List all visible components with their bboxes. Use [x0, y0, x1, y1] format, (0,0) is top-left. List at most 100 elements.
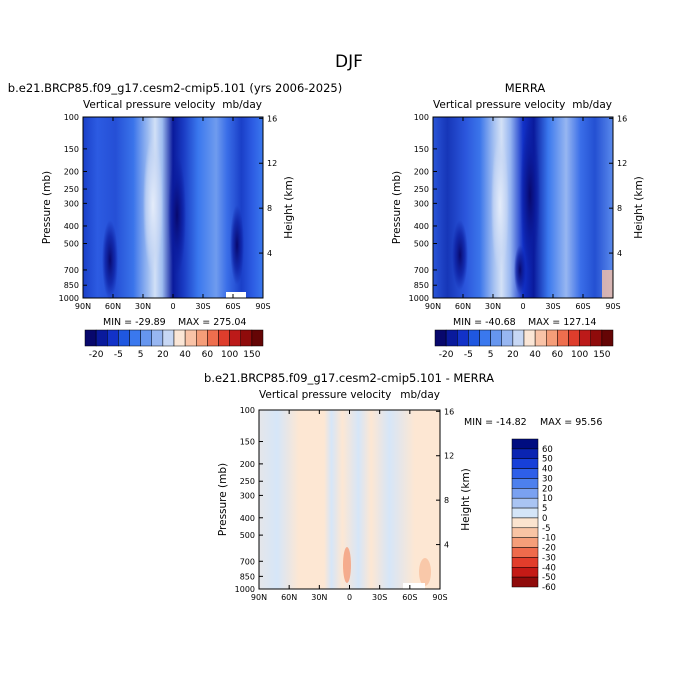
- colorbar-label: 50: [542, 455, 553, 465]
- y-right-tick-label: 4: [617, 249, 622, 258]
- min-text: MIN = -14.82: [464, 417, 527, 428]
- y-tick-label: 150: [414, 145, 429, 154]
- colorbar-box: [511, 438, 539, 450]
- colorbar-box: [511, 537, 539, 548]
- colorbar-box: [107, 329, 119, 347]
- max-text: MAX = 127.14: [528, 317, 596, 328]
- y-tick-label: 150: [64, 145, 79, 154]
- x-tick-label: 60S: [225, 302, 240, 311]
- colorbar-box: [445, 329, 458, 347]
- colorbar-label: 5: [138, 350, 144, 360]
- y-tick-label: 300: [240, 491, 255, 500]
- y-tick-label: 500: [240, 531, 255, 540]
- y-tick-label: 150: [240, 438, 255, 447]
- y-right-tick-label: 8: [617, 204, 622, 213]
- y-tick-label: 1000: [409, 294, 429, 303]
- panel-axes: 90N 60N 30N 0 30S 60S 90S 100 150 200 250 300 400 500…: [41, 113, 295, 311]
- colorbar-box: [129, 329, 141, 347]
- colorbar-box: [501, 329, 514, 347]
- colorbar-box: [511, 507, 539, 519]
- colorbar-box: [184, 329, 197, 347]
- colorbar-label: 5: [542, 504, 547, 514]
- y-right-axis-label: Height (km): [283, 176, 295, 239]
- colorbar-label: 10: [542, 494, 553, 504]
- y-tick-label: 100: [414, 113, 429, 122]
- colorbar-box: [590, 329, 603, 347]
- colorbar-box: [511, 576, 539, 588]
- y-tick-label: 500: [64, 240, 79, 249]
- y-tick-label: 100: [64, 113, 79, 122]
- colorbar-label: 100: [571, 350, 588, 360]
- colorbar-label: 60: [542, 445, 553, 455]
- colorbar-box: [601, 329, 614, 347]
- colorbar-box: [173, 329, 186, 347]
- y-tick-label: 100: [240, 406, 255, 415]
- colorbar-label: -5: [542, 524, 550, 534]
- panel-units: mb/day: [572, 99, 612, 111]
- x-tick-label: 60N: [281, 593, 297, 602]
- x-tick-label: 60S: [402, 593, 417, 602]
- colorbar-label: -20: [89, 350, 104, 360]
- y-right-tick-label: 16: [267, 114, 277, 123]
- y-tick-label: 250: [414, 185, 429, 194]
- y-tick-label: 300: [64, 199, 79, 208]
- heatmap-field: [83, 117, 263, 300]
- colorbar-box: [207, 329, 219, 347]
- colorbar-box: [557, 329, 569, 347]
- colorbar: -20 -5 5 20 40 60 100 150: [434, 329, 614, 360]
- colorbar-box: [511, 497, 539, 509]
- y-right-tick-label: 12: [617, 159, 627, 168]
- colorbar-label: -40: [542, 563, 556, 573]
- x-tick-label: 90S: [605, 302, 620, 311]
- y-right-tick-label: 12: [267, 159, 277, 168]
- colorbar-label: -5: [114, 350, 123, 360]
- y-tick-label: 400: [240, 514, 255, 523]
- x-tick-label: 30N: [485, 302, 501, 311]
- colorbar-label: 60: [202, 350, 214, 360]
- y-right-tick-label: 8: [267, 204, 272, 213]
- colorbar-box: [512, 329, 525, 347]
- max-text: MAX = 275.04: [178, 317, 246, 328]
- colorbar-label: -60: [542, 583, 556, 593]
- y-axis-label: Pressure (mb): [391, 171, 403, 244]
- y-right-tick-label: 4: [267, 249, 272, 258]
- colorbar-box: [468, 329, 480, 347]
- y-tick-label: 250: [240, 477, 255, 486]
- colorbar-label: -50: [542, 573, 556, 583]
- min-text: MIN = -29.89: [103, 317, 166, 328]
- colorbar-label: 100: [221, 350, 238, 360]
- x-tick-label: 60N: [455, 302, 471, 311]
- colorbar-label: -30: [542, 553, 556, 563]
- colorbar-box: [511, 517, 539, 529]
- y-tick-label: 1000: [235, 585, 255, 594]
- y-tick-label: 400: [414, 222, 429, 231]
- y-tick-label: 850: [414, 281, 429, 290]
- colorbar-box: [511, 468, 539, 479]
- y-tick-label: 700: [414, 266, 429, 275]
- y-axis-label: Pressure (mb): [217, 463, 229, 536]
- max-text: MAX = 95.56: [540, 417, 602, 428]
- colorbar-box: [579, 329, 591, 347]
- heatmap-field: [433, 117, 613, 298]
- x-tick-label: 60S: [575, 302, 590, 311]
- figure-title: DJF: [335, 52, 363, 72]
- colorbar-box: [511, 458, 539, 469]
- colorbar-box: [511, 567, 539, 578]
- y-right-tick-label: 16: [444, 407, 454, 416]
- x-tick-label: 30N: [135, 302, 151, 311]
- colorbar-box: [568, 329, 580, 347]
- y-tick-label: 500: [414, 240, 429, 249]
- colorbar-box: [84, 329, 97, 347]
- x-tick-label: 90S: [432, 593, 447, 602]
- y-right-axis-label: Height (km): [460, 468, 472, 531]
- colorbar-box: [511, 547, 539, 558]
- x-tick-label: 0: [170, 302, 175, 311]
- y-right-tick-label: 4: [444, 541, 449, 550]
- colorbar-box: [511, 448, 539, 459]
- colorbar-box: [511, 527, 539, 538]
- y-tick-label: 200: [64, 167, 79, 176]
- panel-merra: MERRA Vertical pressure velocity mb/day …: [391, 81, 645, 360]
- colorbar-box: [479, 329, 491, 347]
- y-tick-label: 400: [64, 222, 79, 231]
